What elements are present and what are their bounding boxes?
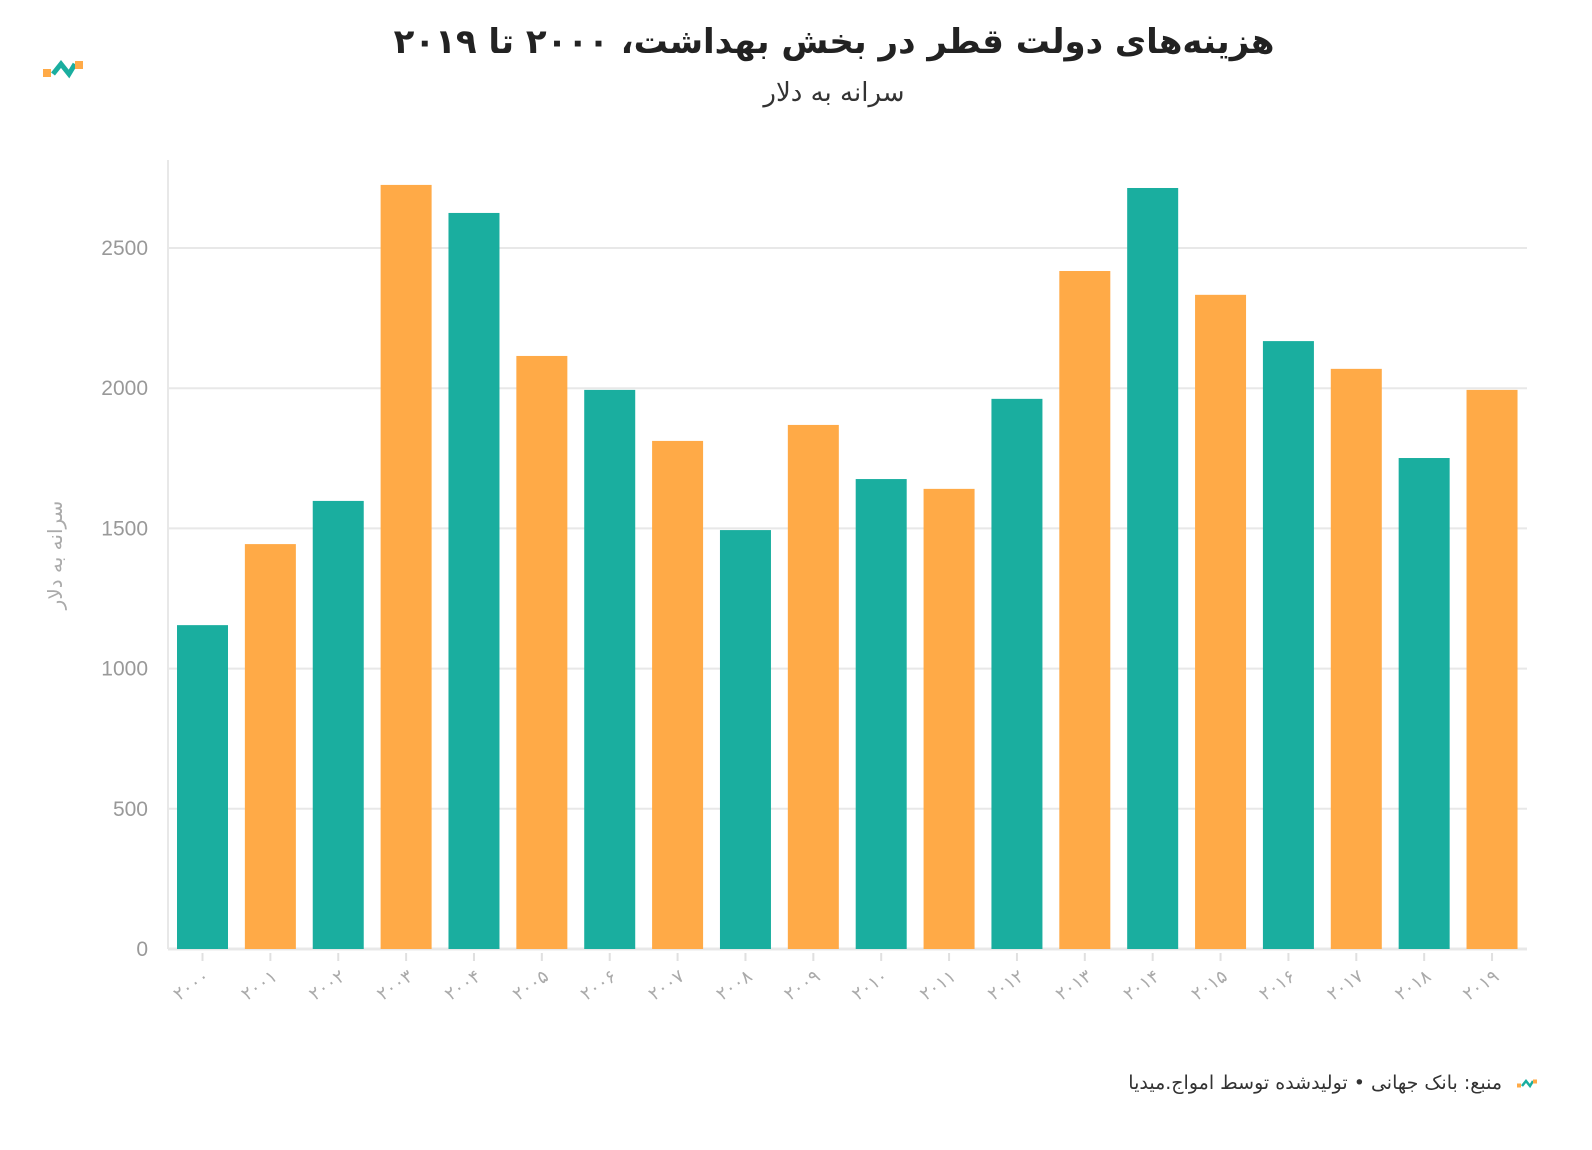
bar-15: [1195, 294, 1247, 950]
x-tick-label: ۲۰۰۸: [713, 966, 757, 1006]
x-tick-label: ۲۰۱۰: [848, 966, 892, 1005]
x-tick-label: ۲۰۰۶: [577, 966, 621, 1005]
bar-16: [1262, 341, 1314, 950]
bar-10: [855, 479, 907, 949]
y-tick-label: 2000: [101, 377, 148, 400]
bar-19: [1466, 389, 1518, 949]
y-tick-label: 0: [136, 938, 148, 961]
y-tick-label: 1000: [101, 658, 148, 681]
x-tick-label: ۲۰۱۷: [1323, 966, 1367, 1006]
y-tick-label: 500: [113, 798, 148, 821]
chart-subtitle: سرانه به دلار: [763, 78, 905, 108]
bar-17: [1330, 368, 1382, 949]
x-tick-label: ۲۰۰۰: [170, 966, 214, 1005]
x-tick-label: ۲۰۰۴: [441, 966, 485, 1005]
x-tick-label: ۲۰۱۳: [1052, 966, 1096, 1006]
bar-12: [991, 398, 1043, 949]
bar-5: [516, 355, 568, 950]
x-tick-label: ۲۰۰۵: [509, 966, 553, 1005]
y-tick-label: 1500: [101, 517, 148, 540]
x-tick-label: ۲۰۱۲: [984, 966, 1028, 1005]
bar-6: [584, 389, 636, 949]
x-tick-label: ۲۰۰۲: [305, 966, 349, 1005]
bar-0: [177, 625, 228, 949]
x-tick-label: ۲۰۱۶: [1256, 966, 1300, 1005]
x-tick-label: ۲۰۱۴: [1120, 966, 1164, 1005]
x-tick-label: ۲۰۰۹: [780, 966, 824, 1005]
bar-4: [448, 212, 500, 949]
x-tick-label: ۲۰۱۵: [1188, 966, 1232, 1005]
x-tick-label: ۲۰۰۷: [645, 966, 689, 1006]
x-tick-label: ۲۰۰۱: [238, 966, 282, 1005]
bar-9: [787, 424, 839, 950]
bar-3: [380, 184, 432, 949]
y-tick-label: 2500: [101, 237, 148, 260]
chart-title: هزینه‌های دولت قطر در بخش بهداشت، ۲۰۰۰ ت…: [393, 22, 1275, 62]
x-tick-label: ۲۰۰۳: [373, 966, 417, 1006]
bar-11: [923, 488, 975, 949]
x-tick-label: ۲۰۱۸: [1391, 966, 1435, 1006]
bar-1: [244, 544, 296, 949]
bar-7: [652, 440, 704, 949]
brand-logo-icon: [43, 60, 83, 79]
bar-13: [1059, 270, 1111, 949]
y-axis-label: سرانه به دلار: [43, 501, 67, 611]
bar-14: [1127, 187, 1179, 950]
bar-18: [1398, 458, 1450, 949]
x-tick-label: ۲۰۱۱: [916, 966, 960, 1005]
bar-2: [312, 500, 364, 949]
bar-chart: 0 500 1000 1500 2000 2500 ۲۰۰۰ ۲۰۰۱ ۲۰۰۲ ۲۰۰۳ ۲۰۰…: [43, 160, 1527, 1006]
source-footer: منبع: بانک جهانی • تولیدشده توسط امواج.م…: [1128, 1072, 1502, 1094]
x-tick-label: ۲۰۱۹: [1459, 966, 1503, 1005]
footer-logo-icon: [1517, 1078, 1537, 1089]
bar-8: [719, 530, 771, 949]
